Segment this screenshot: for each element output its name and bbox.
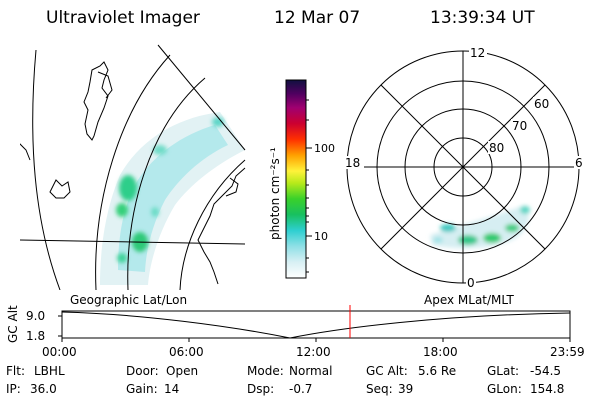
aurora-oval-geographic [100,112,245,285]
time-tick-0000: 00:00 [42,345,77,359]
status-dsp-value: -0.7 [289,382,313,396]
instrument-title: Ultraviolet Imager [46,8,200,28]
status-door-label: Door: [126,364,159,378]
time-tick-1800: 18:00 [423,345,458,359]
projection-label-geographic: Geographic Lat/Lon [70,293,188,307]
status-flt-label: Flt: [6,364,25,378]
mlt-label-18: 18 [345,156,360,170]
status-ip-value: 36.0 [30,382,57,396]
altitude-ylabel: GC Alt [6,305,20,343]
colorbar-unit-label: photon cm⁻²s⁻¹ [268,147,282,240]
status-glon-label: GLon: [487,382,522,396]
altitude-ticks [58,315,571,342]
geographic-map [20,44,246,290]
mlt-label-0: 0 [467,276,475,290]
time-tick-1200: 12:00 [296,345,331,359]
observation-time: 13:39:34 UT [430,8,535,28]
altitude-curve [61,311,571,339]
polar-plot: 12 18 6 0 60 70 80 [344,46,584,290]
colorbar-tick-10: 10 [314,230,328,243]
time-tick-2359: 23:59 [550,345,585,359]
status-seq-label: Seq: [366,382,393,396]
status-gain-value: 14 [164,382,180,396]
status-gcalt-label: GC Alt: [366,364,408,378]
status-glat-value: -54.5 [530,364,562,378]
colorbar: 100 10 photon cm⁻²s⁻¹ [268,79,335,279]
altitude-ytick-9: 9.0 [26,309,46,323]
status-dsp-label: Dsp: [247,382,275,396]
projection-label-apex: Apex MLat/MLT [424,293,514,307]
time-tick-0600: 06:00 [169,345,204,359]
status-glat-label: GLat: [487,364,520,378]
status-flt-value: LBHL [34,364,65,378]
coastlines [20,61,246,285]
geographic-grid [20,44,246,290]
status-gain-label: Gain: [126,382,158,396]
status-mode-label: Mode: [247,364,284,378]
mlt-label-6: 6 [575,156,583,170]
altitude-ytick-1-8: 1.8 [26,329,46,343]
status-gcalt-value: 5.6 Re [418,364,457,378]
status-door-value: Open [166,364,199,378]
mlt-label-12: 12 [470,46,485,60]
colorbar-tick-100: 100 [314,142,335,155]
lat-label-80: 80 [489,141,504,155]
status-mode-value: Normal [289,364,333,378]
status-seq-value: 39 [398,382,414,396]
observation-date: 12 Mar 07 [274,8,361,28]
lat-label-70: 70 [512,119,527,133]
status-ip-label: IP: [6,382,21,396]
aurora-oval-polar [430,205,530,249]
altitude-plot [58,305,571,342]
polar-grid [346,50,580,284]
lat-label-60: 60 [534,97,549,111]
status-glon-value: 154.8 [530,382,565,396]
colorbar-minor-ticks [306,99,309,273]
